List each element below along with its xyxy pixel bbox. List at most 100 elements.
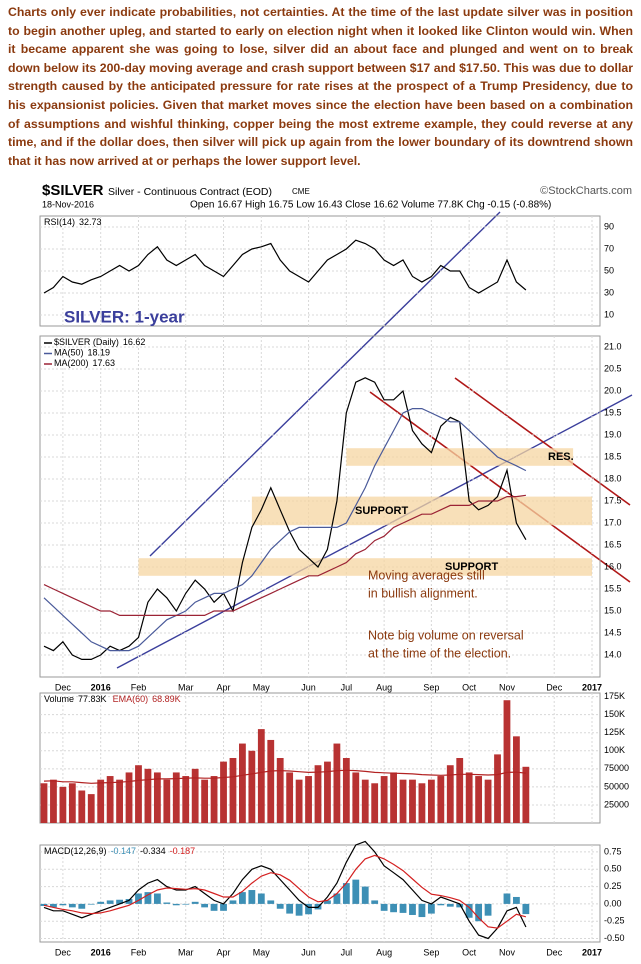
bar [191,768,199,823]
bar [163,902,171,904]
series-line [43,408,527,652]
bar [352,879,360,904]
bar [409,779,416,823]
bar [456,758,464,823]
y-tick-label: 16.5 [604,539,622,549]
x-tick-label: Aug [376,682,392,692]
bar [210,776,218,823]
bar [239,743,246,823]
y-tick-label: 150K [604,709,625,719]
bar [116,899,123,904]
bar [314,765,322,823]
bar [153,893,161,904]
bar [333,893,341,904]
legend-name: Volume [44,694,74,704]
x-tick-label: Jul [341,682,353,692]
bar [494,754,501,823]
legend-value: 16.62 [123,337,146,347]
bar [295,903,303,916]
x-tick-label: Mar [178,682,194,692]
bar [78,903,86,909]
legend-entry: MA(200) 17.63 [54,358,115,368]
legend-value: 77.83K [78,694,107,704]
bar [305,776,312,823]
bar [97,779,105,823]
y-tick-label: 70 [604,243,614,253]
bar [59,903,67,906]
x-tick-label: Jun [301,947,316,957]
bar [248,750,256,823]
y-tick-label: 16.0 [604,561,622,571]
bar [399,779,407,823]
bar [40,903,48,906]
bar [191,901,199,904]
bar [276,758,284,823]
bar [229,758,237,823]
legend: RSI(14) 32.73 [44,217,102,227]
bar [210,903,218,911]
y-tick-label: 20.0 [604,385,622,395]
y-tick-label: 0.75 [604,846,622,856]
series-line [43,854,527,929]
bar [465,772,473,823]
bar [437,776,445,823]
annotation: Note big volume on reversal [368,628,524,642]
x-tick-label: 2016 [91,682,111,692]
commentary: Charts only ever indicate probabilities,… [8,5,633,168]
y-tick-label: 50 [604,265,614,275]
bar [361,779,369,823]
y-tick-label: 17.0 [604,517,622,527]
bar [106,900,114,904]
bar [418,783,426,823]
bar [59,786,67,823]
legend-value: -0.147 [111,846,137,856]
bar [503,893,511,904]
bar [267,900,275,904]
bar [182,776,190,823]
bar [50,779,57,823]
symbol: $SILVER [42,182,104,199]
annotation: in bullish alignment. [368,586,478,600]
bar [144,892,152,904]
bar [257,729,265,823]
bar [324,761,331,823]
bar [305,903,312,915]
quote: Open 16.67 High 16.75 Low 16.43 Close 16… [190,200,551,211]
panel-title: SILVER: 1-year [64,307,185,326]
series-line [43,769,526,784]
y-tick-label: 75000 [604,763,629,773]
legend-name: MA(200) [54,358,89,368]
y-tick-label: 100K [604,745,625,755]
legend-title: MACD(12,26,9) [44,846,107,856]
y-tick-label: 18.0 [604,473,622,483]
series-line [43,239,527,294]
bar [390,772,397,823]
zone [138,558,592,576]
bar [390,903,397,913]
bar [135,765,142,823]
bar [399,903,407,913]
x-tick-label: Oct [462,682,477,692]
x-tick-label: Nov [499,947,516,957]
bar [446,765,454,823]
zone [251,496,593,526]
bar [68,903,76,908]
bar [475,903,483,922]
bar [437,903,445,906]
trend-line [116,394,633,669]
date: 18-Nov-2016 [42,199,94,209]
x-tick-label: 2017 [582,947,602,957]
x-tick-label: Feb [131,947,147,957]
annotation: at the time of the election. [368,646,511,660]
bar [153,772,161,823]
bar [361,886,369,904]
legend-value: -0.187 [170,846,196,856]
y-tick-label: 19.5 [604,407,622,417]
exchange: CME [292,187,310,196]
x-tick-label: Dec [546,947,563,957]
bar [380,776,388,823]
bar [286,772,294,823]
bar [87,794,95,823]
x-tick-label: 2016 [91,947,111,957]
